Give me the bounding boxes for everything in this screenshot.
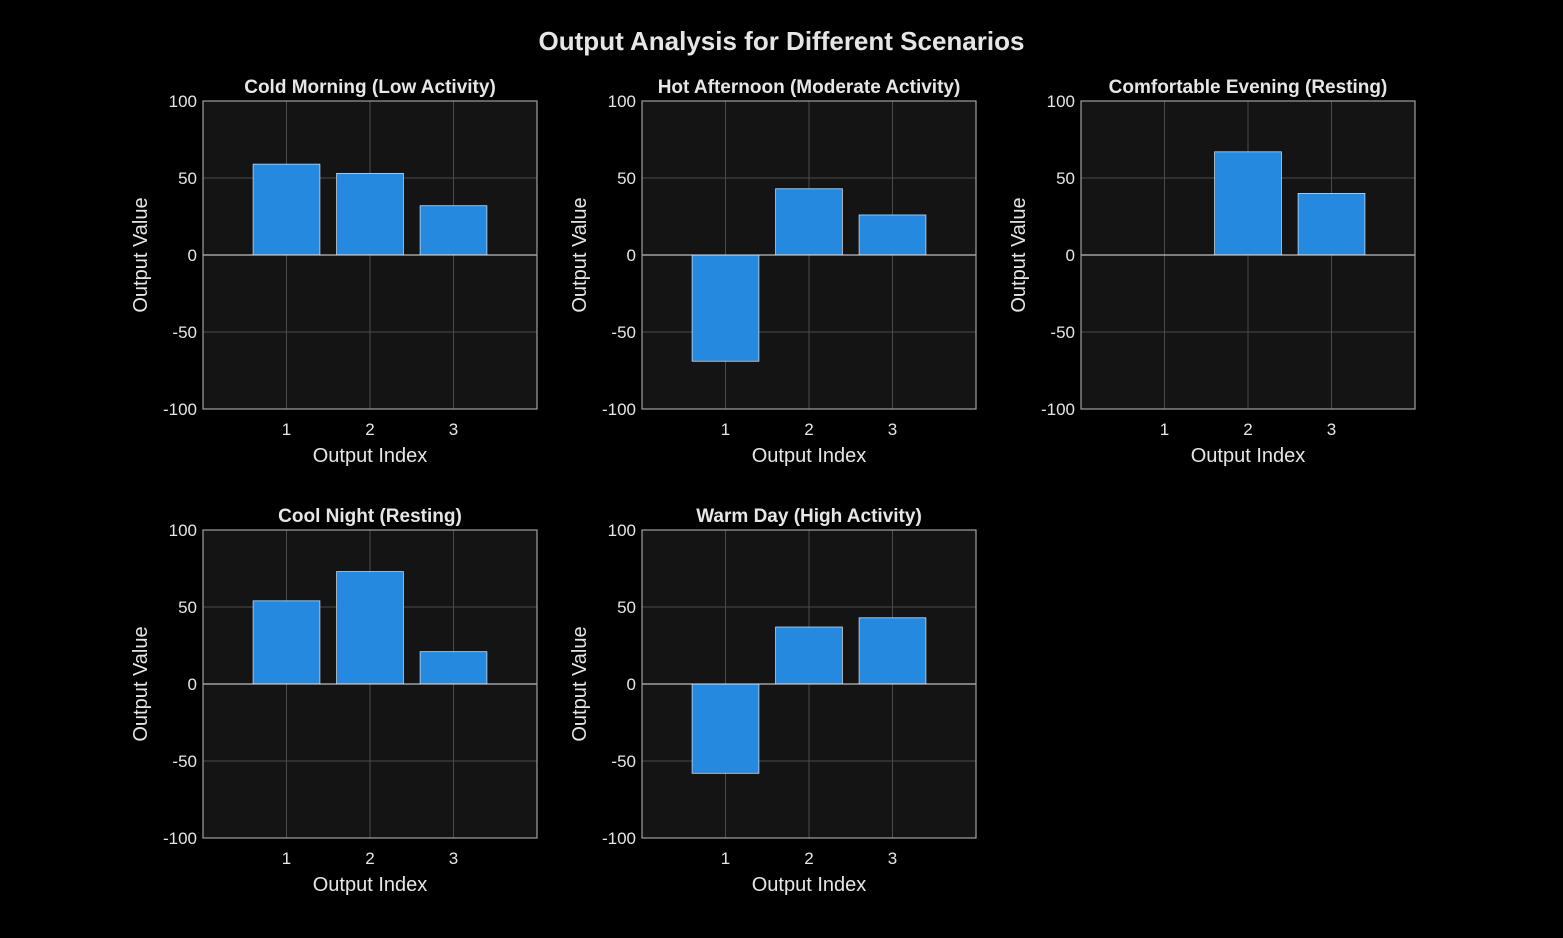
x-axis-label: Output Index [1191,445,1306,467]
y-tick-label: 50 [617,598,636,617]
panel-title: Cool Night (Resting) [278,506,462,527]
x-tick-label: 3 [888,420,897,439]
y-tick-label: 50 [178,598,197,617]
axes-border [202,529,538,839]
x-axis-label: Output Index [752,445,867,467]
x-tick-label: 1 [282,849,291,868]
bar-3 [858,617,927,685]
x-tick-label: 3 [1327,420,1336,439]
bar-2 [1214,151,1282,256]
x-tick-label: 2 [804,420,813,439]
chart-panel-3: 1 2 3 -100 -50 0 50 100 Output Index Output Value… [1008,77,1416,467]
x-axis-label: Output Index [752,874,867,896]
y-tick-label: 100 [169,92,197,111]
y-tick-label: 100 [608,92,636,111]
y-tick-label: -100 [602,400,636,419]
x-axis-label: Output Index [313,445,428,467]
bar-2 [775,188,843,256]
chart-panel-4: 1 2 3 -100 -50 0 50 100 Output Index Output Value… [130,506,538,896]
y-tick-label: 0 [188,675,197,694]
x-tick-label: 1 [721,849,730,868]
y-axis-label: Output Value [569,626,591,741]
bar-2 [775,626,843,685]
x-tick-label: 2 [1243,420,1252,439]
y-tick-label: 100 [169,521,197,540]
axes-border [1080,100,1416,410]
y-tick-label: 0 [188,246,197,265]
y-tick-label: -50 [611,323,636,342]
axes-border [202,100,538,410]
y-tick-label: 50 [617,169,636,188]
bar-2 [336,172,404,256]
panel-title: Hot Afternoon (Moderate Activity) [658,77,961,98]
axes-border [641,100,977,410]
y-axis-label: Output Value [130,626,152,741]
chart-panel-5: 1 2 3 -100 -50 0 50 100 Output Index Output Value… [569,506,977,896]
bar-3 [419,651,488,685]
chart-panel-2: 1 2 3 -100 -50 0 50 100 Output Index Output Value… [569,77,977,467]
panel-title: Cold Morning (Low Activity) [244,77,496,98]
x-tick-label: 1 [721,420,730,439]
y-tick-label: -100 [1041,400,1075,419]
x-tick-label: 2 [804,849,813,868]
x-tick-label: 3 [449,420,458,439]
y-tick-label: -100 [163,829,197,848]
axes-border [641,529,977,839]
bar-1 [252,163,321,256]
bar-3 [1297,192,1366,256]
figure-title: Output Analysis for Different Scenarios [538,26,1025,56]
y-tick-label: -50 [611,752,636,771]
y-tick-label: 100 [1047,92,1075,111]
y-tick-label: 0 [627,675,636,694]
x-tick-label: 2 [365,849,374,868]
bar-3 [419,205,488,256]
y-tick-label: -100 [602,829,636,848]
y-tick-label: -50 [172,752,197,771]
x-axis-label: Output Index [313,874,428,896]
y-tick-label: 50 [178,169,197,188]
y-tick-label: 50 [1056,169,1075,188]
chart-panel-1: 1 2 3 -100 -50 0 50 100 Output Index Output Value… [130,77,538,467]
y-tick-label: -100 [163,400,197,419]
x-tick-label: 1 [282,420,291,439]
y-axis-label: Output Value [130,197,152,312]
bar-2 [336,571,404,685]
x-tick-label: 1 [1160,420,1169,439]
x-tick-label: 3 [449,849,458,868]
y-tick-label: -50 [172,323,197,342]
x-tick-label: 3 [888,849,897,868]
y-tick-label: 0 [627,246,636,265]
y-tick-label: -50 [1050,323,1075,342]
y-tick-label: 100 [608,521,636,540]
y-axis-label: Output Value [1008,197,1030,312]
bar-1 [691,254,760,362]
y-tick-label: 0 [1066,246,1075,265]
panel-title: Warm Day (High Activity) [696,506,922,527]
bar-1 [252,600,321,685]
panel-title: Comfortable Evening (Resting) [1109,77,1388,98]
bar-1 [691,683,760,774]
bar-3 [858,214,927,256]
x-tick-label: 2 [365,420,374,439]
y-axis-label: Output Value [569,197,591,312]
